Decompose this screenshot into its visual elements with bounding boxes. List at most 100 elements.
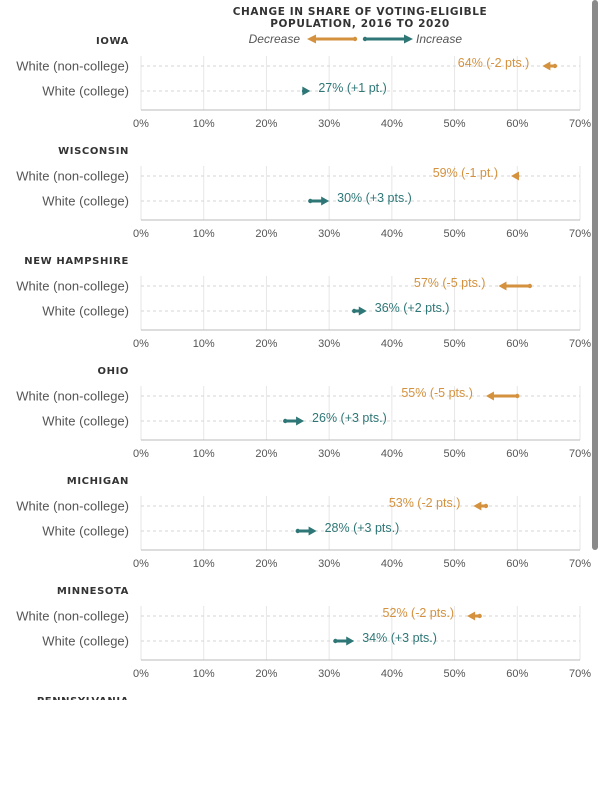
- x-tick-label: 60%: [506, 118, 528, 130]
- state-name: IOWA: [96, 36, 129, 47]
- row-label: White (non-college): [16, 59, 129, 74]
- start-dot: [515, 393, 520, 399]
- x-tick-label: 0%: [133, 118, 149, 130]
- change-arrowhead: [346, 636, 355, 646]
- start-dot: [283, 418, 288, 424]
- change-arrowhead: [296, 416, 305, 426]
- legend-decrease-label: Decrease: [249, 32, 301, 46]
- row-label: White (non-college): [16, 279, 129, 294]
- value-label: 30% (+3 pts.): [337, 191, 412, 205]
- state-name: MINNESOTA: [57, 586, 129, 597]
- x-tick-label: 30%: [318, 228, 340, 240]
- change-arrowhead: [308, 526, 317, 536]
- legend-increase-label: Increase: [416, 32, 462, 46]
- x-tick-label: 30%: [318, 118, 340, 130]
- x-tick-label: 60%: [506, 448, 528, 460]
- change-arrowhead: [321, 196, 330, 206]
- row-label: White (college): [42, 84, 129, 99]
- x-tick-label: 40%: [381, 558, 403, 570]
- x-tick-label: 70%: [569, 228, 591, 240]
- value-label: 64% (-2 pts.): [458, 56, 530, 70]
- row-label: White (non-college): [16, 169, 129, 184]
- x-tick-label: 10%: [193, 668, 215, 680]
- start-dot: [301, 88, 307, 94]
- start-dot: [308, 198, 313, 204]
- change-arrowhead: [511, 171, 520, 181]
- x-tick-label: 0%: [133, 338, 149, 350]
- x-tick-label: 20%: [255, 448, 277, 460]
- x-tick-label: 0%: [133, 228, 149, 240]
- row-label: White (non-college): [16, 609, 129, 624]
- x-tick-label: 20%: [255, 228, 277, 240]
- value-label: 28% (+3 pts.): [325, 521, 400, 535]
- state-name: NEW HAMPSHIRE: [24, 256, 129, 267]
- x-tick-label: 70%: [569, 118, 591, 130]
- x-tick-label: 40%: [381, 448, 403, 460]
- change-arrowhead: [542, 61, 551, 71]
- legend-increase-dot: [362, 36, 368, 42]
- start-dot: [477, 613, 482, 619]
- value-label: 53% (-2 pts.): [389, 496, 461, 510]
- start-dot: [352, 308, 357, 314]
- x-tick-label: 20%: [255, 338, 277, 350]
- state-name: OHIO: [98, 366, 130, 377]
- value-label: 59% (-1 pt.): [433, 166, 498, 180]
- x-tick-label: 30%: [318, 668, 340, 680]
- row-label: White (college): [42, 414, 129, 429]
- value-label: 27% (+1 pt.): [318, 81, 386, 95]
- state-name: PENNSYLVANIA: [37, 696, 129, 700]
- x-tick-label: 70%: [569, 448, 591, 460]
- state-name: MICHIGAN: [67, 476, 129, 487]
- x-tick-label: 40%: [381, 338, 403, 350]
- row-label: White (college): [42, 194, 129, 209]
- legend-decrease-dot: [352, 36, 358, 42]
- x-tick-label: 20%: [255, 668, 277, 680]
- change-arrowhead: [358, 306, 367, 316]
- chart-viewport[interactable]: CHANGE IN SHARE OF VOTING-ELIGIBLE POPULA…: [0, 0, 592, 700]
- start-dot: [552, 63, 558, 69]
- x-tick-label: 70%: [569, 668, 591, 680]
- x-tick-label: 50%: [444, 448, 466, 460]
- x-tick-label: 50%: [444, 228, 466, 240]
- row-label: White (non-college): [16, 499, 129, 514]
- change-arrowhead: [473, 501, 482, 511]
- state-name: WISCONSIN: [58, 146, 129, 157]
- row-label: White (non-college): [16, 389, 129, 404]
- x-tick-label: 40%: [381, 668, 403, 680]
- x-tick-label: 60%: [506, 668, 528, 680]
- x-tick-label: 20%: [255, 558, 277, 570]
- x-tick-label: 10%: [193, 228, 215, 240]
- legend-decrease-arrowhead: [307, 34, 316, 44]
- x-tick-label: 50%: [444, 118, 466, 130]
- x-tick-label: 50%: [444, 558, 466, 570]
- value-label: 34% (+3 pts.): [362, 631, 437, 645]
- dot-arrow-chart: CHANGE IN SHARE OF VOTING-ELIGIBLEPOPULA…: [16, 6, 591, 700]
- x-tick-label: 60%: [506, 558, 528, 570]
- x-tick-label: 10%: [193, 338, 215, 350]
- x-tick-label: 60%: [506, 338, 528, 350]
- change-arrowhead: [302, 86, 311, 96]
- x-tick-label: 70%: [569, 338, 591, 350]
- x-tick-label: 60%: [506, 228, 528, 240]
- change-arrowhead: [485, 391, 494, 401]
- value-label: 57% (-5 pts.): [414, 276, 486, 290]
- chart-title-line: CHANGE IN SHARE OF VOTING-ELIGIBLE: [233, 6, 488, 18]
- x-tick-label: 0%: [133, 448, 149, 460]
- change-arrowhead: [498, 281, 507, 291]
- x-tick-label: 70%: [569, 558, 591, 570]
- x-tick-label: 0%: [133, 668, 149, 680]
- value-label: 52% (-2 pts.): [383, 606, 455, 620]
- x-tick-label: 30%: [318, 448, 340, 460]
- x-tick-label: 50%: [444, 338, 466, 350]
- scrollbar-thumb[interactable]: [592, 0, 598, 550]
- x-tick-label: 30%: [318, 558, 340, 570]
- x-tick-label: 20%: [255, 118, 277, 130]
- x-tick-label: 40%: [381, 228, 403, 240]
- x-tick-label: 10%: [193, 118, 215, 130]
- value-label: 55% (-5 pts.): [401, 386, 473, 400]
- chart-title-line: POPULATION, 2016 TO 2020: [270, 18, 450, 30]
- x-tick-label: 50%: [444, 668, 466, 680]
- value-label: 36% (+2 pts.): [375, 301, 450, 315]
- x-tick-label: 30%: [318, 338, 340, 350]
- start-dot: [515, 173, 520, 179]
